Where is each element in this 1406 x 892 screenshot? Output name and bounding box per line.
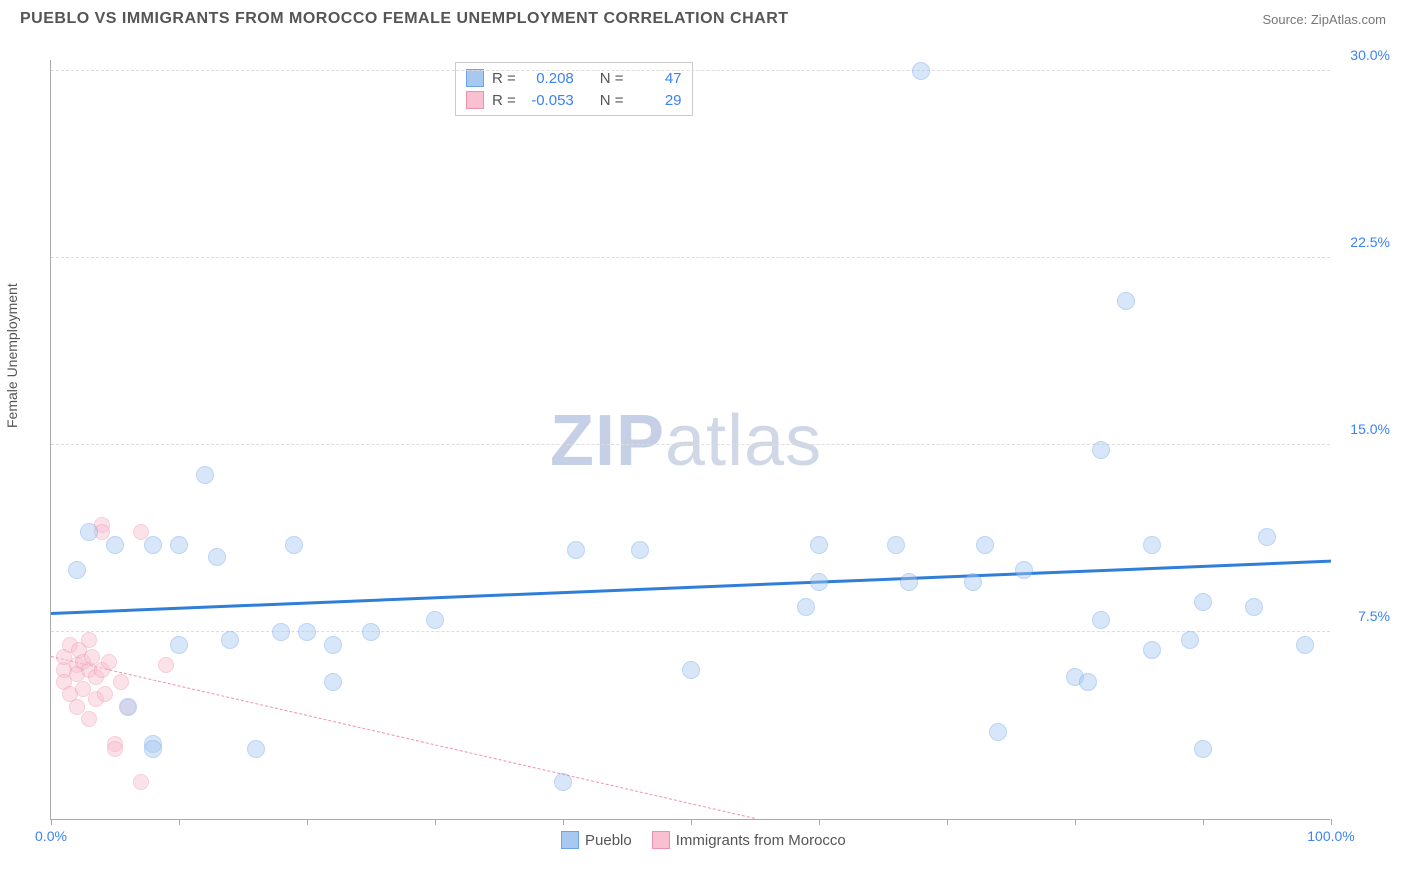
x-tick-label: 100.0% — [1307, 828, 1354, 844]
x-tick — [819, 819, 820, 825]
morocco-point — [69, 699, 85, 715]
pueblo-point — [144, 740, 162, 758]
pueblo-point — [797, 598, 815, 616]
gridline — [51, 70, 1330, 71]
legend-swatch-morocco — [652, 831, 670, 849]
x-tick — [691, 819, 692, 825]
pueblo-point — [247, 740, 265, 758]
pueblo-point — [810, 536, 828, 554]
y-tick-label: 15.0% — [1350, 421, 1390, 437]
pueblo-point — [362, 623, 380, 641]
pueblo-point — [912, 62, 930, 80]
pueblo-point — [682, 661, 700, 679]
pueblo-point — [567, 541, 585, 559]
pueblo-point — [1143, 641, 1161, 659]
x-tick — [563, 819, 564, 825]
y-tick-label: 30.0% — [1350, 47, 1390, 63]
pueblo-point — [989, 723, 1007, 741]
y-tick-label: 22.5% — [1350, 234, 1390, 250]
pueblo-point — [196, 466, 214, 484]
legend-label-pueblo: Pueblo — [585, 832, 632, 849]
pueblo-point — [1258, 528, 1276, 546]
legend-label-morocco: Immigrants from Morocco — [676, 832, 846, 849]
pueblo-point — [1296, 636, 1314, 654]
pueblo-point — [887, 536, 905, 554]
x-tick-label: 0.0% — [35, 828, 67, 844]
bottom-legend: Pueblo Immigrants from Morocco — [561, 831, 846, 849]
morocco-point — [133, 774, 149, 790]
x-tick — [307, 819, 308, 825]
x-tick — [1331, 819, 1332, 825]
pueblo-point — [106, 536, 124, 554]
pueblo-point — [170, 536, 188, 554]
legend-swatch-pueblo — [561, 831, 579, 849]
pueblo-point — [1092, 611, 1110, 629]
pueblo-point — [80, 523, 98, 541]
source-label: Source: ZipAtlas.com — [1262, 12, 1386, 27]
x-tick — [1203, 819, 1204, 825]
legend-item-morocco: Immigrants from Morocco — [652, 831, 846, 849]
x-tick — [947, 819, 948, 825]
pueblo-point — [1079, 673, 1097, 691]
morocco-point — [97, 686, 113, 702]
legend-item-pueblo: Pueblo — [561, 831, 632, 849]
pueblo-point — [285, 536, 303, 554]
pueblo-point — [964, 573, 982, 591]
pueblo-trend-line — [51, 559, 1331, 614]
chart-title: PUEBLO VS IMMIGRANTS FROM MOROCCO FEMALE… — [20, 10, 789, 28]
pueblo-point — [1015, 561, 1033, 579]
pueblo-point — [1245, 598, 1263, 616]
x-tick — [435, 819, 436, 825]
morocco-point — [107, 741, 123, 757]
pueblo-point — [221, 631, 239, 649]
x-tick — [179, 819, 180, 825]
pueblo-point — [170, 636, 188, 654]
pueblo-point — [119, 698, 137, 716]
x-tick — [1075, 819, 1076, 825]
pueblo-point — [1181, 631, 1199, 649]
gridline — [51, 631, 1330, 632]
pueblo-point — [554, 773, 572, 791]
pueblo-point — [324, 636, 342, 654]
pueblo-point — [324, 673, 342, 691]
morocco-point — [81, 711, 97, 727]
y-axis-label: Female Unemployment — [4, 283, 20, 428]
morocco-point — [81, 632, 97, 648]
pueblo-point — [1143, 536, 1161, 554]
x-tick — [51, 819, 52, 825]
pueblo-point — [426, 611, 444, 629]
pueblo-point — [976, 536, 994, 554]
y-tick-label: 7.5% — [1358, 608, 1390, 624]
pueblo-point — [1194, 593, 1212, 611]
pueblo-point — [144, 536, 162, 554]
gridline — [51, 257, 1330, 258]
pueblo-point — [1092, 441, 1110, 459]
pueblo-point — [208, 548, 226, 566]
pueblo-point — [68, 561, 86, 579]
morocco-point — [158, 657, 174, 673]
pueblo-point — [900, 573, 918, 591]
pueblo-point — [1194, 740, 1212, 758]
gridline — [51, 444, 1330, 445]
pueblo-point — [631, 541, 649, 559]
pueblo-point — [298, 623, 316, 641]
pueblo-point — [810, 573, 828, 591]
morocco-point — [113, 674, 129, 690]
pueblo-point — [272, 623, 290, 641]
plot-area: Pueblo Immigrants from Morocco 30.0%22.5… — [50, 60, 1330, 820]
pueblo-point — [1117, 292, 1135, 310]
morocco-point — [101, 654, 117, 670]
